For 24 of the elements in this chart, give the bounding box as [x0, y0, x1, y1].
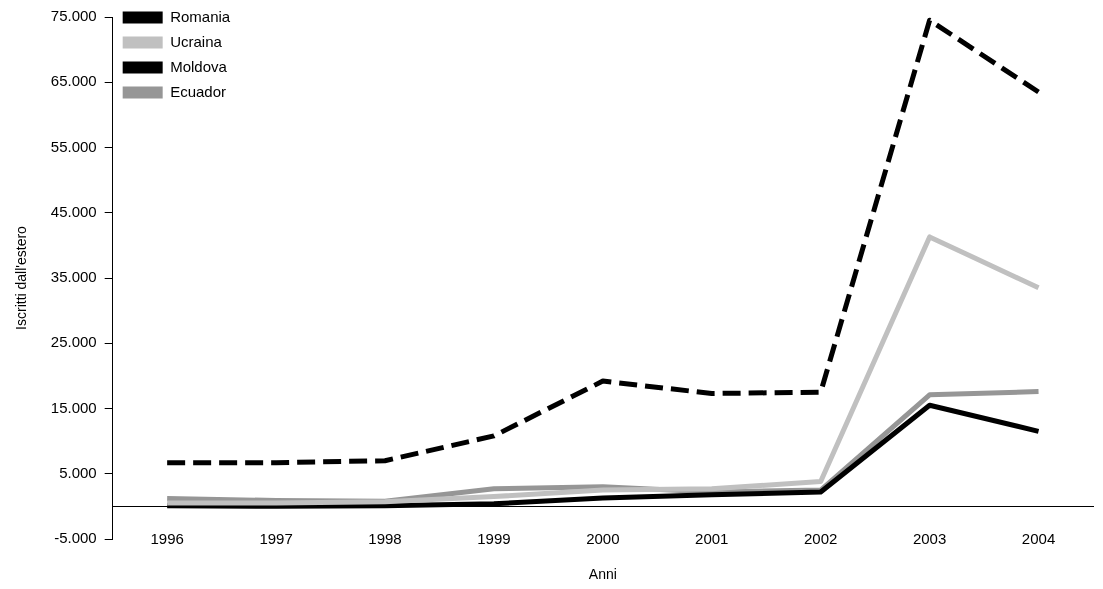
x-tick-label: 1996: [150, 529, 184, 547]
x-tick-label: 1997: [259, 529, 293, 547]
y-tick-label: 55.000: [50, 137, 97, 155]
legend-label: Moldova: [170, 57, 228, 75]
y-tick-label: 25.000: [50, 333, 97, 351]
x-tick-label: 1999: [477, 529, 511, 547]
legend-label: Ucraina: [170, 32, 223, 50]
y-tick-label: -5.000: [54, 529, 97, 547]
legend-label: Romania: [170, 7, 231, 25]
x-tick-label: 2003: [912, 529, 947, 547]
x-tick-label: 2000: [586, 529, 620, 547]
y-tick-label: 65.000: [50, 72, 97, 90]
x-tick-label: 2004: [1021, 529, 1056, 547]
y-tick-label: 15.000: [50, 398, 97, 416]
x-tick-label: 2001: [695, 529, 729, 547]
y-tick-label: 75.000: [50, 7, 97, 25]
y-tick-label: 45.000: [50, 202, 97, 220]
x-tick-label: 2002: [804, 529, 838, 547]
y-tick-label: 35.000: [50, 268, 97, 286]
x-axis-title: Anni: [588, 565, 617, 582]
x-tick-label: 1998: [368, 529, 402, 547]
y-tick-label: 5.000: [59, 463, 97, 481]
y-axis-title: Iscritti dall'estero: [13, 225, 30, 330]
legend-label: Ecuador: [170, 82, 227, 100]
